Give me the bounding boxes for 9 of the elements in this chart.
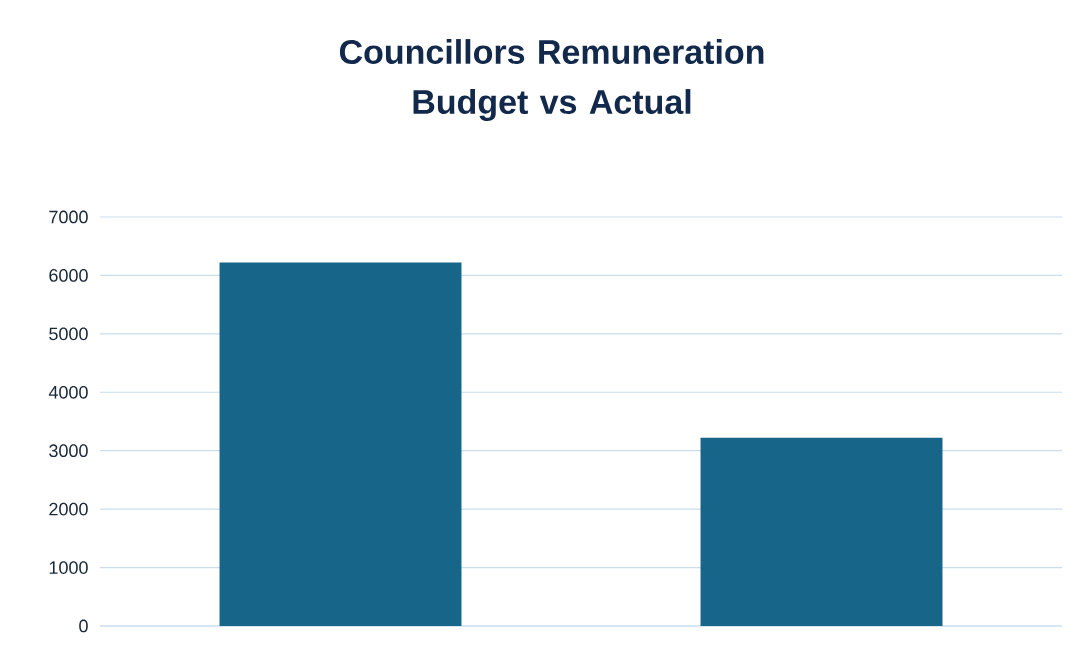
- y-tick-label: 6000: [49, 269, 88, 282]
- y-tick-label: 5000: [49, 327, 88, 341]
- chart-title: Councillors Remuneration Budget vs Actual: [339, 39, 764, 121]
- y-tick-label: 4000: [48, 385, 88, 399]
- y-tick-label: 2000: [49, 502, 88, 516]
- y-tick-label: 0: [79, 619, 88, 633]
- y-tick-label: 7000: [49, 210, 88, 224]
- y-tick-label: 3000: [49, 444, 88, 458]
- y-tick-label: 1000: [49, 561, 88, 574]
